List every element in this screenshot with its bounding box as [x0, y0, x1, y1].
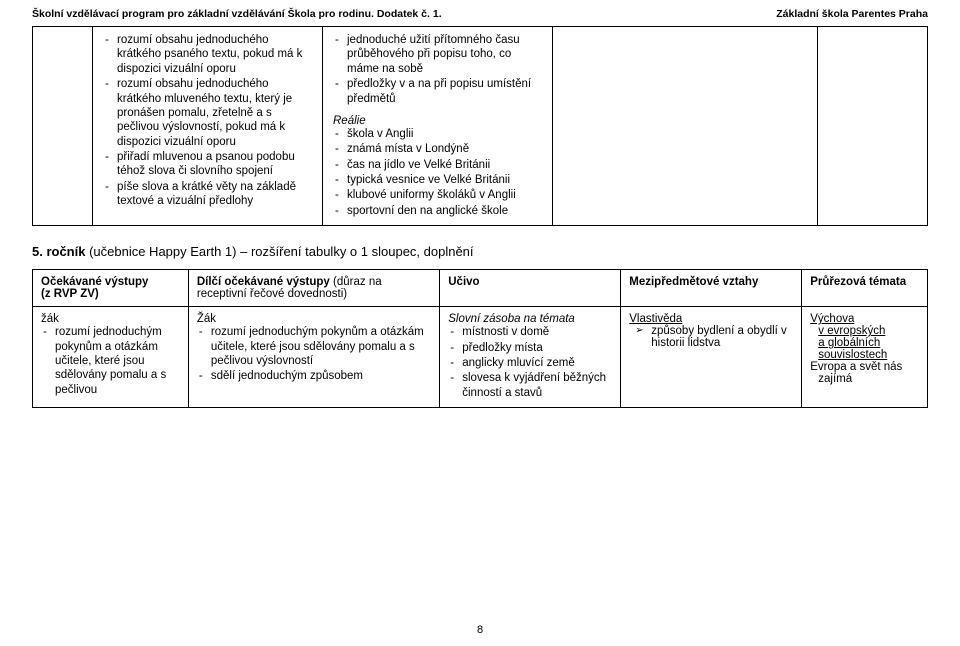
- c5-l4: souvislostech: [810, 349, 919, 361]
- c5-l6: zajímá: [810, 373, 919, 385]
- c5-l5: Evropa a svět nás: [810, 361, 919, 373]
- bottom-table: Očekávané výstupy (z RVP ZV) Dílčí očeká…: [32, 269, 928, 408]
- top-col-right: jednoduché užití přítomného času průběho…: [323, 27, 553, 226]
- bh1b: (z RVP ZV): [41, 288, 99, 300]
- c2-item: rozumí jednoduchým pokynům a otázkám uči…: [197, 325, 431, 368]
- c4-lead: Vlastivěda: [629, 313, 793, 325]
- page-content: rozumí obsahu jednoduchého krátkého psan…: [0, 26, 960, 408]
- top-empty-2: [553, 27, 818, 226]
- bottom-c2: Žák rozumí jednoduchým pokynům a otázkám…: [188, 307, 439, 408]
- c2-lead: Žák: [197, 313, 431, 325]
- c1-item: rozumí jednoduchým pokynům a otázkám uči…: [41, 325, 180, 397]
- c5-l3: a globálních: [810, 337, 919, 349]
- top-empty-3: [818, 27, 928, 226]
- bottom-c1: žák rozumí jednoduchým pokynům a otázkám…: [33, 307, 189, 408]
- page-header: Školní vzdělávací program pro základní v…: [0, 0, 960, 24]
- c5-lead: Výchova: [810, 313, 919, 325]
- bottom-h3: Učivo: [440, 270, 621, 307]
- c4-arrow-item: způsoby bydlení a obydlí v historii lids…: [629, 325, 793, 349]
- bottom-h4: Mezipředmětové vztahy: [621, 270, 802, 307]
- bottom-c5: Výchova v evropských a globálních souvis…: [802, 307, 928, 408]
- bottom-h2: Dílčí očekávané výstupy (důraz na recept…: [188, 270, 439, 307]
- top-right-item: jednoduché užití přítomného času průběho…: [333, 33, 542, 76]
- page-number: 8: [477, 624, 483, 636]
- header-left: Školní vzdělávací program pro základní v…: [32, 8, 442, 20]
- top-left-item: rozumí obsahu jednoduchého krátkého mluv…: [103, 77, 312, 149]
- top-right-item: předložky v a na při popisu umístění pře…: [333, 77, 542, 106]
- top-right-item2: škola v Anglii: [333, 127, 542, 141]
- section-heading-bold: 5. ročník: [32, 244, 85, 259]
- c1-lead: žák: [41, 313, 180, 325]
- bottom-c3: Slovní zásoba na témata místnosti v domě…: [440, 307, 621, 408]
- top-right-item2: sportovní den na anglické škole: [333, 204, 542, 218]
- bottom-header-row: Očekávané výstupy (z RVP ZV) Dílčí očeká…: [33, 270, 928, 307]
- top-empty-1: [33, 27, 93, 226]
- top-left-item: rozumí obsahu jednoduchého krátkého psan…: [103, 33, 312, 76]
- c3-item: místnosti v domě: [448, 325, 612, 339]
- bottom-c4: Vlastivěda způsoby bydlení a obydlí v hi…: [621, 307, 802, 408]
- c5-l2: v evropských: [810, 325, 919, 337]
- c3-item: anglicky mluvící země: [448, 356, 612, 370]
- top-right-item2: typická vesnice ve Velké Británii: [333, 173, 542, 187]
- top-col-left: rozumí obsahu jednoduchého krátkého psan…: [93, 27, 323, 226]
- top-right-item2: čas na jídlo ve Velké Británii: [333, 158, 542, 172]
- c2-item: sdělí jednoduchým způsobem: [197, 369, 431, 383]
- realie-label: Reálie: [333, 115, 542, 127]
- bh1a: Očekávané výstupy: [41, 276, 148, 288]
- top-right-item2: známá místa v Londýně: [333, 142, 542, 156]
- bh2a: Dílčí očekávané výstupy: [197, 276, 330, 288]
- bottom-data-row: žák rozumí jednoduchým pokynům a otázkám…: [33, 307, 928, 408]
- c3-item: předložky místa: [448, 341, 612, 355]
- header-right: Základní škola Parentes Praha: [776, 8, 928, 20]
- c3-lead: Slovní zásoba na témata: [448, 313, 612, 325]
- top-right-item2: klubové uniformy školáků v Anglii: [333, 188, 542, 202]
- section-heading-rest: (učebnice Happy Earth 1) – rozšíření tab…: [85, 244, 473, 259]
- top-left-item: přiřadí mluvenou a psanou podobu téhož s…: [103, 150, 312, 179]
- section-heading: 5. ročník (učebnice Happy Earth 1) – roz…: [32, 244, 928, 259]
- c3-item: slovesa k vyjádření běžných činností a s…: [448, 371, 612, 400]
- bottom-h1: Očekávané výstupy (z RVP ZV): [33, 270, 189, 307]
- bottom-h5: Průřezová témata: [802, 270, 928, 307]
- top-left-item: píše slova a krátké věty na základě text…: [103, 180, 312, 209]
- top-table: rozumí obsahu jednoduchého krátkého psan…: [32, 26, 928, 226]
